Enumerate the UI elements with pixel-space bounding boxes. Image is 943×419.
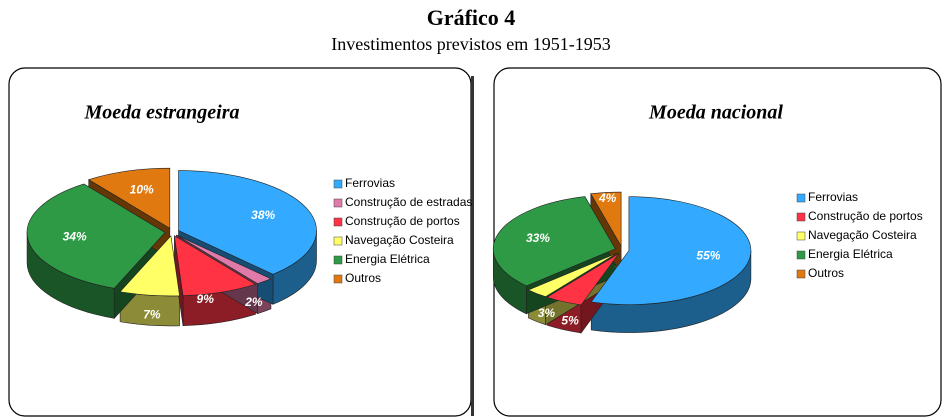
legend-swatch [333,274,343,284]
legend-label: Ferrovias [345,176,395,190]
page-subtitle: Investimentos previstos em 1951-1953 [331,34,610,54]
slice [87,167,171,229]
page-title: Gráfico 4 [427,5,516,30]
legend-label: Energia Elétrica [808,247,893,261]
data-label: 2% [244,295,263,309]
legend-swatch [796,231,806,241]
slice [26,183,166,289]
slice [590,196,752,305]
legend-label: Construção de estradas [345,195,472,209]
legend-swatch [333,179,343,189]
legend-swatch [796,193,806,203]
panel-shadow [471,76,474,416]
data-label: 7% [143,307,161,321]
chart-title: Moeda estrangeira [84,102,240,124]
legend-label: Navegação Costeira [808,228,917,242]
data-label: 34% [63,230,87,244]
slice [546,253,620,306]
slice [176,234,272,284]
legend-swatch [796,250,806,260]
slice [119,235,180,297]
data-label: 3% [538,306,556,320]
data-label: 38% [251,208,275,222]
legend-swatch [333,198,343,208]
data-label: 55% [696,248,720,262]
slice [178,170,317,275]
slice [590,191,622,248]
legend-label: Energia Elétrica [345,252,430,266]
legend-swatch [796,212,806,222]
data-label: 5% [561,313,579,327]
slice [173,235,257,296]
legend-label: Outros [345,271,381,285]
data-label: 33% [526,231,550,245]
legend-swatch [333,255,343,265]
data-label: 9% [197,292,215,306]
legend-swatch [333,236,343,246]
legend-label: Navegação Costeira [345,233,454,247]
legend-label: Ferrovias [808,190,858,204]
legend-swatch [333,217,343,227]
slice [527,252,618,298]
slice [492,196,616,287]
legend-label: Construção de portos [345,214,460,228]
legend-swatch [796,269,806,279]
data-label: 10% [130,183,154,197]
chart-title: Moeda nacional [648,102,783,124]
legend-label: Construção de portos [808,209,923,223]
data-label: 4% [598,191,617,205]
legend-label: Outros [808,266,844,280]
